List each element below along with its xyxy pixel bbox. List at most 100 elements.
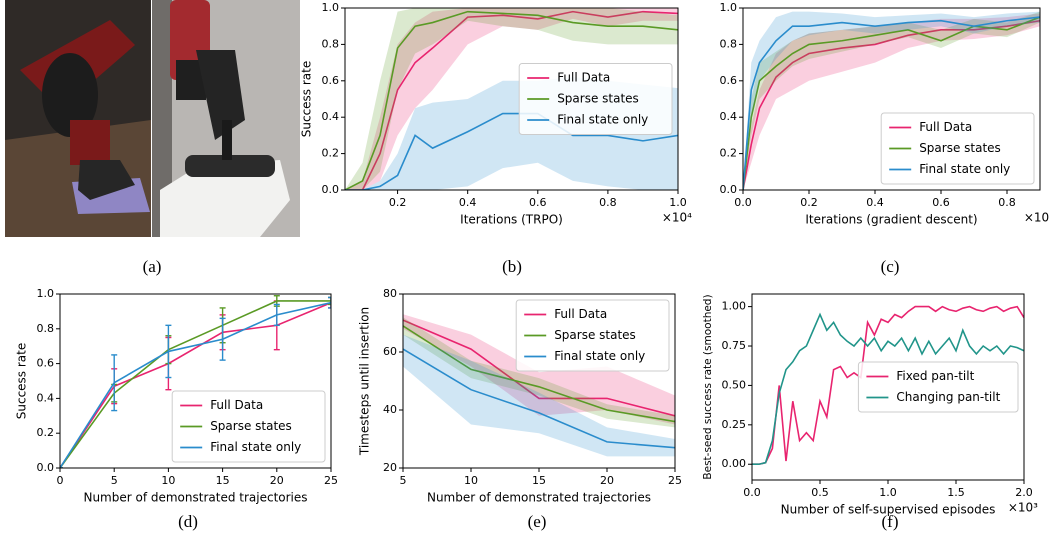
- x-tick-label: 15: [216, 474, 230, 487]
- x-tick-label: 10: [161, 474, 175, 487]
- x-tick-label: 5: [111, 474, 118, 487]
- real-curtain: [152, 0, 172, 237]
- panel-caption: (a): [143, 257, 162, 276]
- line: [345, 112, 678, 190]
- x-tick-label: 0.8: [599, 196, 617, 209]
- axes-frame: [742, 7, 1041, 191]
- legend-label: Final state only: [554, 349, 645, 363]
- line: [403, 319, 675, 417]
- real-gripper: [196, 50, 245, 140]
- y-tick-label: 0.2: [322, 147, 340, 160]
- legend-label: Full Data: [919, 120, 972, 134]
- x-axis-label: Iterations (TRPO): [460, 213, 563, 227]
- legend-label: Full Data: [210, 398, 263, 412]
- x-tick-label: 0.4: [459, 196, 477, 209]
- legend-box: [515, 299, 670, 372]
- sim-wrist: [42, 53, 98, 137]
- error-bar: [165, 324, 172, 379]
- legend-label: Final state only: [210, 440, 301, 454]
- axes-frame: [751, 293, 1025, 481]
- y-tick-label: 0.8: [322, 37, 340, 50]
- legend-box: [171, 390, 326, 463]
- error-bar: [273, 303, 280, 327]
- legend-label: Changing pan-tilt: [896, 390, 1000, 404]
- x-tick-label: 0.2: [800, 196, 818, 209]
- y-tick-label: 0.2: [37, 426, 55, 439]
- real-fixture: [185, 155, 275, 177]
- error-bar: [219, 317, 226, 361]
- line: [403, 348, 675, 449]
- line: [752, 305, 1024, 466]
- panel-caption: (e): [528, 512, 547, 531]
- x-offset: ×10³: [1008, 501, 1038, 515]
- panel-caption: (d): [178, 512, 198, 531]
- x-axis-label: Number of demonstrated trajectories: [83, 491, 307, 505]
- band: [345, 8, 678, 190]
- y-tick-label: 0.6: [322, 74, 340, 87]
- axes-frame: [59, 293, 332, 469]
- x-tick-label: 25: [668, 474, 682, 487]
- legend-box: [880, 112, 1035, 185]
- y-tick-label: 0.2: [720, 147, 738, 160]
- x-tick-label: 0.6: [932, 196, 950, 209]
- x-axis-label: Number of demonstrated trajectories: [427, 491, 651, 505]
- y-tick-label: 1.00: [722, 300, 747, 313]
- x-tick-label: 20: [600, 474, 614, 487]
- error-bar: [111, 354, 118, 412]
- y-tick-label: 0.0: [720, 183, 738, 196]
- y-tick-label: 0.6: [720, 74, 738, 87]
- sim-gripper: [78, 160, 135, 200]
- legend-label: Fixed pan-tilt: [896, 369, 974, 383]
- x-tick-label: 5: [400, 474, 407, 487]
- y-tick-label: 80: [383, 287, 397, 300]
- line: [345, 10, 678, 190]
- legend-box: [518, 63, 673, 135]
- x-tick-label: 20: [270, 474, 284, 487]
- line: [752, 312, 1024, 466]
- sim-joint: [70, 120, 110, 165]
- x-tick-label: 0.4: [866, 196, 884, 209]
- y-tick-label: 0.00: [722, 457, 747, 470]
- y-tick-label: 0.8: [720, 37, 738, 50]
- legend-label: Sparse states: [210, 419, 292, 433]
- y-tick-label: 1.0: [37, 287, 55, 300]
- x-tick-label: 0.6: [529, 196, 547, 209]
- legend-label: Full Data: [557, 71, 610, 85]
- line: [743, 16, 1040, 190]
- y-tick-label: 0.25: [722, 418, 747, 431]
- legend-label: Sparse states: [557, 92, 639, 106]
- x-tick-label: 0.0: [743, 486, 761, 499]
- x-offset: ×10⁴: [662, 211, 692, 225]
- y-axis-label: Success rate: [300, 61, 314, 138]
- legend-label: Sparse states: [919, 141, 1001, 155]
- x-tick-label: 1.0: [879, 486, 897, 499]
- y-tick-label: 20: [383, 461, 397, 474]
- panel-caption: (c): [881, 257, 900, 276]
- error-bar: [328, 296, 331, 309]
- y-tick-label: 0.0: [37, 461, 55, 474]
- y-tick-label: 0.0: [322, 183, 340, 196]
- line: [60, 301, 331, 468]
- x-tick-label: 0: [57, 474, 64, 487]
- x-axis-label: Number of self-supervised episodes: [781, 503, 996, 517]
- axes-frame: [344, 7, 679, 191]
- panel-caption: (b): [502, 257, 522, 276]
- y-axis-label: Best-seed success rate (smoothed): [702, 294, 714, 479]
- x-tick-label: 0.0: [734, 196, 752, 209]
- x-tick-label: 1.0: [669, 196, 687, 209]
- legend-box: [857, 361, 1019, 413]
- y-tick-label: 1.0: [322, 1, 340, 14]
- axes-frame: [402, 293, 676, 469]
- y-tick-label: 40: [383, 403, 397, 416]
- x-tick-label: 2.0: [1015, 486, 1033, 499]
- band: [403, 334, 675, 457]
- x-tick-label: 25: [324, 474, 338, 487]
- x-tick-label: 0.2: [389, 196, 407, 209]
- x-tick-label: 15: [532, 474, 546, 487]
- x-axis-label: Iterations (gradient descent): [805, 213, 977, 227]
- legend-label: Final state only: [919, 162, 1010, 176]
- photo-panel: [5, 0, 300, 237]
- y-tick-label: 0.4: [322, 110, 340, 123]
- x-tick-label: 0.8: [998, 196, 1016, 209]
